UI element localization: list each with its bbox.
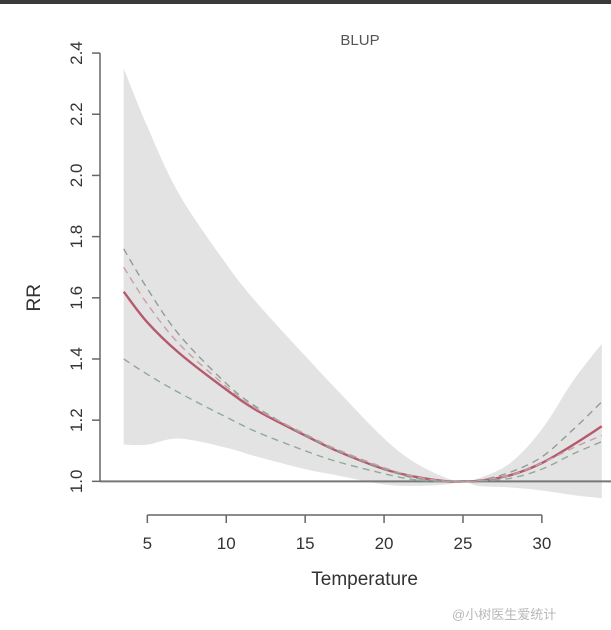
x-tick-label: 15 (296, 534, 315, 553)
series-line-4 (123, 358, 603, 483)
y-tick-label: 2.0 (67, 164, 86, 188)
chart-title: BLUP (340, 32, 379, 49)
x-tick-label: 20 (375, 534, 394, 553)
y-tick-label: 1.6 (67, 286, 86, 310)
watermark: @小树医生爱统计 (452, 607, 557, 622)
y-tick-label: 1.4 (67, 347, 86, 371)
y-tick-label: 2.4 (67, 41, 86, 65)
x-axis-title: Temperature (311, 569, 418, 590)
series-line-3 (123, 266, 603, 483)
y-axis-title: RR (24, 284, 45, 311)
series-line-2 (123, 248, 603, 483)
y-tick-label: 1.2 (67, 408, 86, 432)
x-tick-label: 5 (143, 534, 152, 553)
y-tick-label: 2.2 (67, 102, 86, 126)
confidence-band (123, 68, 602, 499)
top-border (0, 0, 611, 4)
x-tick-label: 10 (217, 534, 236, 553)
y-tick-label: 1.8 (67, 225, 86, 249)
x-tick-label: 30 (532, 534, 551, 553)
x-tick-label: 25 (454, 534, 473, 553)
y-tick-label: 1.0 (67, 470, 86, 494)
